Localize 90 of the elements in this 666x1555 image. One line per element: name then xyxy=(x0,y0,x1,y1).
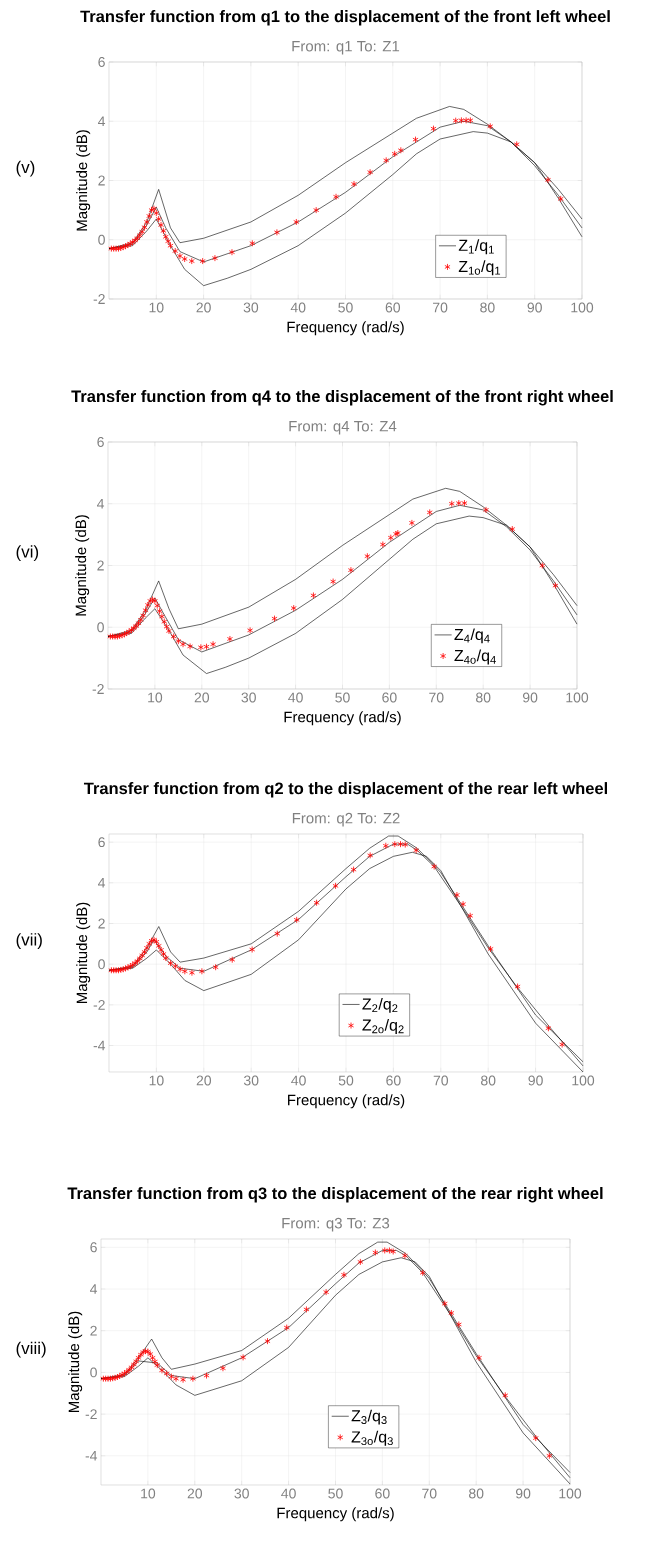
y-tick-label: 0 xyxy=(98,234,105,245)
text: (vi) xyxy=(16,545,39,562)
y-tick-label: 4 xyxy=(89,1284,98,1294)
x-tick-label: 100 xyxy=(571,302,594,313)
y-tick-label: 6 xyxy=(98,57,105,67)
x-tick-label: 100 xyxy=(566,692,589,703)
x-tick-label: 50 xyxy=(328,1488,343,1499)
x-tick-label: 10 xyxy=(141,1488,156,1499)
y-tick-label: 0 xyxy=(98,959,105,970)
chart-subtitle: From: q4 To: Z4 xyxy=(289,421,397,435)
chart-title: Transfer function from q4 to the displacement of the front right wheel xyxy=(71,390,613,406)
x-axis-title: Frequency (rad/s) xyxy=(288,1094,405,1109)
chart-title: Transfer function from q2 to the displacement of the rear left wheel xyxy=(83,782,608,798)
legend-label: Z$_{2o}$/q$_{2}$ xyxy=(362,1019,404,1034)
y-tick-label: -4 xyxy=(93,1040,106,1051)
x-tick-label: 30 xyxy=(243,302,259,313)
x-tick-label: 70 xyxy=(433,1075,449,1086)
x-tick-label: 40 xyxy=(281,1488,296,1499)
x-tick-label: 50 xyxy=(335,692,350,703)
legend-label: Z$_{3}$/q$_{3}$ xyxy=(351,1409,387,1425)
y-axis-title: Magnitude (dB) xyxy=(76,130,91,231)
chart-subtitle: From: q1 To: Z1 xyxy=(292,41,400,55)
y-axis-title: Magnitude (dB) xyxy=(68,1311,83,1413)
y-tick-label: 2 xyxy=(98,175,105,186)
y-tick-label: 4 xyxy=(97,116,106,127)
legend-label: Z$_{4o}$/q$_{4}$ xyxy=(454,649,496,665)
x-tick-label: 80 xyxy=(476,692,491,703)
x-tick-label: 50 xyxy=(338,1075,354,1086)
y-tick-label: 2 xyxy=(98,918,105,929)
chart-subtitle: From: q2 To: Z2 xyxy=(292,812,400,827)
y-tick-label: 4 xyxy=(97,877,106,888)
x-tick-label: 30 xyxy=(243,1075,259,1086)
x-tick-label: 90 xyxy=(528,1075,543,1086)
x-tick-label: 20 xyxy=(196,302,211,313)
x-tick-label: 60 xyxy=(385,302,401,313)
legend-label: Z$_{1o}$/q$_{1}$ xyxy=(458,260,501,276)
x-tick-label: 60 xyxy=(382,692,397,703)
x-axis-title: Frequency (rad/s) xyxy=(277,1507,394,1522)
x-tick-label: 70 xyxy=(429,692,444,703)
text: (viii) xyxy=(16,1341,46,1358)
x-tick-label: 40 xyxy=(288,692,303,703)
chart-title: Transfer function from q1 to the displacement of the front left wheel xyxy=(80,10,610,26)
chart-title: Transfer function from q3 to the displacement of the rear right wheel xyxy=(67,1187,603,1203)
text: (vii) xyxy=(16,933,42,949)
legend-label: Z$_{1}$/q$_{1}$ xyxy=(458,239,494,255)
x-tick-label: 60 xyxy=(386,1075,401,1086)
x-tick-label: 20 xyxy=(194,692,210,703)
y-tick-label: 6 xyxy=(90,1242,97,1253)
chart-subtitle: From: q3 To: Z3 xyxy=(282,1217,390,1232)
text: (v) xyxy=(16,160,35,177)
x-tick-label: 100 xyxy=(559,1488,582,1499)
x-tick-label: 30 xyxy=(234,1488,249,1499)
x-tick-label: 80 xyxy=(469,1488,484,1499)
x-tick-label: 20 xyxy=(196,1075,212,1086)
x-tick-label: 70 xyxy=(433,302,448,313)
y-tick-label: -2 xyxy=(93,999,105,1010)
x-tick-label: 90 xyxy=(527,302,542,313)
legend-label: Z$_{2}$/q$_{2}$ xyxy=(362,997,398,1013)
x-axis-title: Frequency (rad/s) xyxy=(284,711,401,726)
legend-label: Z$_{4}$/q$_{4}$ xyxy=(454,628,490,644)
x-tick-label: 40 xyxy=(290,302,306,313)
x-tick-label: 100 xyxy=(572,1075,595,1086)
y-axis-title: Magnitude (dB) xyxy=(75,515,90,616)
y-tick-label: 6 xyxy=(98,837,105,848)
x-tick-label: 20 xyxy=(187,1488,203,1499)
x-tick-label: 60 xyxy=(375,1488,390,1499)
x-tick-label: 70 xyxy=(422,1488,437,1499)
y-tick-label: -2 xyxy=(92,684,104,694)
x-tick-label: 50 xyxy=(338,302,353,313)
x-tick-label: 30 xyxy=(241,692,256,703)
x-tick-label: 80 xyxy=(480,302,495,313)
x-tick-label: 80 xyxy=(481,1075,496,1086)
legend-label: Z$_{3o}$/q$_{3}$ xyxy=(351,1430,393,1446)
y-axis-title: Magnitude (dB) xyxy=(76,902,91,1004)
x-tick-label: 10 xyxy=(148,692,163,703)
y-tick-label: 0 xyxy=(90,1367,97,1378)
y-tick-label: -2 xyxy=(85,1409,97,1419)
y-tick-label: 2 xyxy=(90,1325,97,1336)
y-tick-label: 4 xyxy=(96,498,105,509)
x-tick-label: 10 xyxy=(149,302,164,313)
x-axis-title: Frequency (rad/s) xyxy=(287,321,404,336)
x-tick-label: 90 xyxy=(522,692,538,703)
x-tick-label: 90 xyxy=(515,1488,531,1499)
y-tick-label: 0 xyxy=(97,622,104,633)
y-tick-label: -2 xyxy=(93,294,105,304)
x-tick-label: 10 xyxy=(149,1075,164,1086)
y-tick-label: 6 xyxy=(97,437,104,447)
y-tick-label: -4 xyxy=(85,1450,98,1461)
y-tick-label: 2 xyxy=(97,560,104,571)
x-tick-label: 40 xyxy=(291,1075,306,1086)
